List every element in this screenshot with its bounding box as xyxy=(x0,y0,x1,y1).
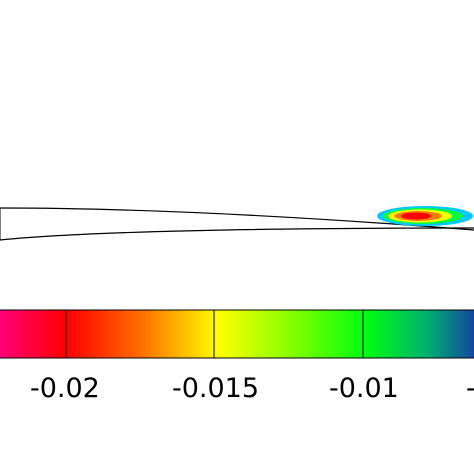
contour-level-5 xyxy=(401,212,431,220)
colorbar-tick-label-1: -0.02 xyxy=(30,373,100,404)
colorbar-tick-label-3: -0.01 xyxy=(329,373,399,404)
body-lower-outline xyxy=(0,227,474,241)
body-upper-outline xyxy=(0,207,474,231)
contour-blob xyxy=(377,206,473,226)
colorbar xyxy=(0,310,474,358)
colorbar-tick-label-2: -0.015 xyxy=(172,373,260,404)
colorbar-tick-label-4: - xyxy=(466,372,474,406)
